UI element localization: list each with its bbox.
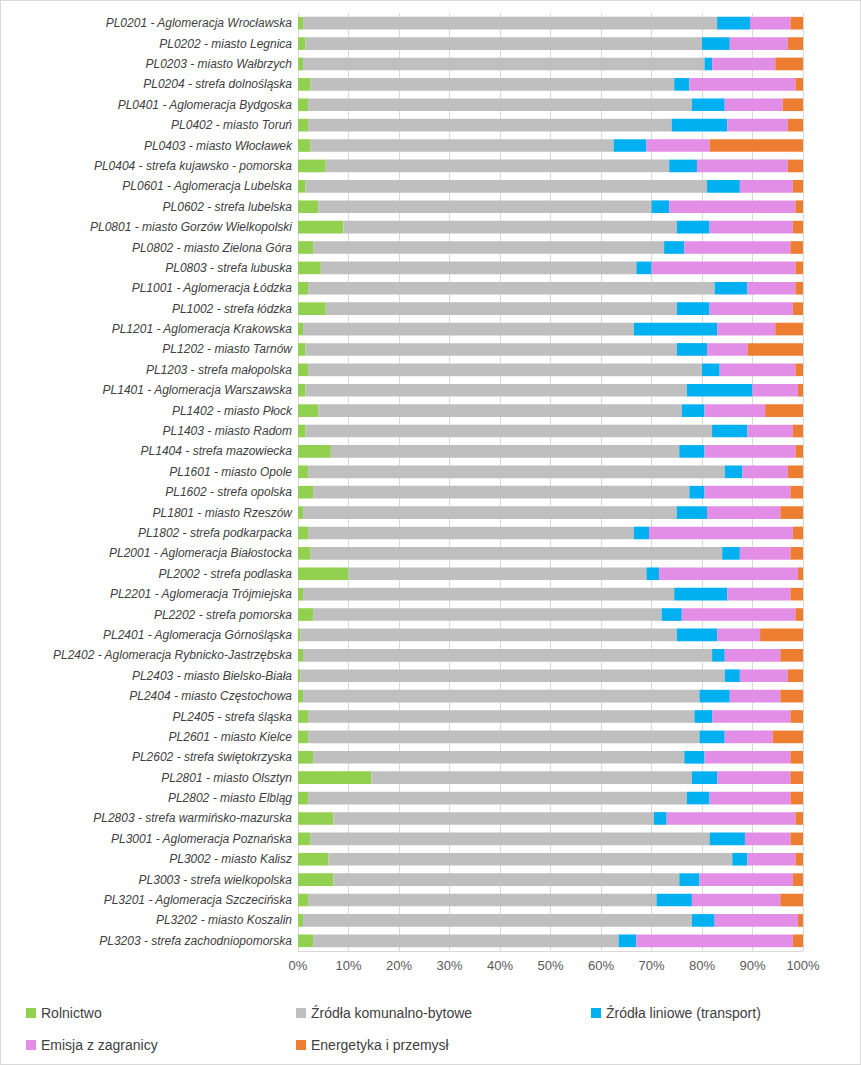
- svg-text:PL0403 - miasto Włocławek: PL0403 - miasto Włocławek: [144, 139, 293, 153]
- svg-text:40%: 40%: [487, 958, 513, 973]
- svg-text:50%: 50%: [537, 958, 563, 973]
- svg-text:PL1601 - miasto Opole: PL1601 - miasto Opole: [169, 465, 292, 479]
- svg-text:PL2802 - miasto Elbląg: PL2802 - miasto Elbląg: [168, 791, 292, 805]
- svg-text:PL2002 - strefa podlaska: PL2002 - strefa podlaska: [159, 567, 293, 581]
- svg-text:60%: 60%: [588, 958, 614, 973]
- svg-text:PL3001 - Aglomeracja Poznańska: PL3001 - Aglomeracja Poznańska: [111, 832, 292, 846]
- svg-text:PL0402 - miasto Toruń: PL0402 - miasto Toruń: [171, 118, 292, 132]
- svg-text:PL0801 - miasto Gorzów Wielkop: PL0801 - miasto Gorzów Wielkopolski: [90, 220, 292, 234]
- svg-text:PL2405 - strefa śląska: PL2405 - strefa śląska: [173, 710, 293, 724]
- svg-text:PL0202 - miasto Legnica: PL0202 - miasto Legnica: [159, 37, 292, 51]
- svg-text:PL1203 - strefa małopolska: PL1203 - strefa małopolska: [146, 363, 292, 377]
- svg-text:PL2401 - Aglomeracja Górnośląs: PL2401 - Aglomeracja Górnośląska: [103, 628, 292, 642]
- svg-text:PL1202 - miasto Tarnów: PL1202 - miasto Tarnów: [162, 342, 293, 356]
- svg-text:PL0602 - strefa lubelska: PL0602 - strefa lubelska: [163, 200, 293, 214]
- svg-text:Emisja z zagranicy: Emisja z zagranicy: [41, 1037, 158, 1053]
- svg-text:PL2803 - strefa warmińsko-mazu: PL2803 - strefa warmińsko-mazurska: [93, 811, 292, 825]
- svg-text:PL0203 - miasto Wałbrzych: PL0203 - miasto Wałbrzych: [145, 57, 292, 71]
- svg-text:80%: 80%: [689, 958, 715, 973]
- svg-text:PL1001 - Aglomeracja Łódzka: PL1001 - Aglomeracja Łódzka: [132, 281, 293, 295]
- svg-text:PL2602 - strefa świętokrzyska: PL2602 - strefa świętokrzyska: [132, 750, 292, 764]
- svg-text:70%: 70%: [638, 958, 664, 973]
- svg-text:PL0401 - Aglomeracja Bydgoska: PL0401 - Aglomeracja Bydgoska: [118, 98, 293, 112]
- svg-text:PL1403 - miasto Radom: PL1403 - miasto Radom: [163, 424, 292, 438]
- svg-text:PL2202 - strefa pomorska: PL2202 - strefa pomorska: [154, 608, 292, 622]
- svg-text:PL3202 - miasto Koszalin: PL3202 - miasto Koszalin: [156, 913, 292, 927]
- svg-text:PL0204 - strefa dolnośląska: PL0204 - strefa dolnośląska: [143, 77, 292, 91]
- svg-text:100%: 100%: [786, 958, 820, 973]
- svg-text:PL2404 - miasto Częstochowa: PL2404 - miasto Częstochowa: [129, 689, 292, 703]
- svg-text:PL1801 - miasto Rzeszów: PL1801 - miasto Rzeszów: [153, 506, 294, 520]
- svg-text:PL3203 - strefa zachodniopomor: PL3203 - strefa zachodniopomorska: [99, 934, 292, 948]
- svg-text:PL1404 - strefa mazowiecka: PL1404 - strefa mazowiecka: [141, 444, 293, 458]
- svg-text:PL0803 - strefa lubuska: PL0803 - strefa lubuska: [165, 261, 292, 275]
- svg-text:PL2001 - Aglomeracja Białostoc: PL2001 - Aglomeracja Białostocka: [109, 546, 292, 560]
- svg-text:PL1002 - strefa łódzka: PL1002 - strefa łódzka: [172, 302, 292, 316]
- svg-text:0%: 0%: [289, 958, 308, 973]
- svg-text:20%: 20%: [386, 958, 412, 973]
- svg-text:PL1602 - strefa opolska: PL1602 - strefa opolska: [165, 485, 292, 499]
- svg-text:10%: 10%: [335, 958, 361, 973]
- svg-text:Rolnictwo: Rolnictwo: [41, 1005, 102, 1021]
- svg-text:PL3201 - Aglomeracja Szczecińs: PL3201 - Aglomeracja Szczecińska: [104, 893, 293, 907]
- svg-text:PL0404 - strefa kujawsko - pom: PL0404 - strefa kujawsko - pomorska: [94, 159, 292, 173]
- svg-text:PL2402 - Aglomeracja Rybnicko-: PL2402 - Aglomeracja Rybnicko-Jastrzębsk…: [53, 648, 292, 662]
- svg-text:PL1401 - Aglomeracja Warszawsk: PL1401 - Aglomeracja Warszawska: [103, 383, 293, 397]
- svg-text:PL3002 - miasto Kalisz: PL3002 - miasto Kalisz: [169, 852, 292, 866]
- svg-text:PL0802 - miasto Zielona Góra: PL0802 - miasto Zielona Góra: [132, 241, 292, 255]
- svg-text:30%: 30%: [436, 958, 462, 973]
- svg-text:90%: 90%: [739, 958, 765, 973]
- svg-text:PL2201 - Aglomeracja Trójmiejs: PL2201 - Aglomeracja Trójmiejska: [110, 587, 292, 601]
- svg-text:Źródła komunalno-bytowe: Źródła komunalno-bytowe: [311, 1005, 472, 1021]
- svg-text:PL0601 - Aglomeracja Lubelska: PL0601 - Aglomeracja Lubelska: [122, 179, 292, 193]
- svg-text:PL1402 - miasto Płock: PL1402 - miasto Płock: [172, 404, 293, 418]
- svg-text:PL1802 - strefa podkarpacka: PL1802 - strefa podkarpacka: [138, 526, 292, 540]
- svg-text:PL2403 - miasto Bielsko-Biała: PL2403 - miasto Bielsko-Biała: [132, 669, 292, 683]
- svg-text:PL3003 - strefa wielkopolska: PL3003 - strefa wielkopolska: [139, 873, 293, 887]
- svg-text:PL2801 - miasto Olsztyn: PL2801 - miasto Olsztyn: [161, 771, 292, 785]
- svg-text:Energetyka i przemysł: Energetyka i przemysł: [311, 1037, 450, 1053]
- svg-text:Źródła liniowe (transport): Źródła liniowe (transport): [606, 1005, 761, 1021]
- svg-text:PL1201 - Aglomeracja Krakowska: PL1201 - Aglomeracja Krakowska: [112, 322, 293, 336]
- svg-text:PL2601 - miasto Kielce: PL2601 - miasto Kielce: [169, 730, 293, 744]
- svg-text:PL0201 - Aglomeracja Wrocławsk: PL0201 - Aglomeracja Wrocławska: [106, 16, 293, 30]
